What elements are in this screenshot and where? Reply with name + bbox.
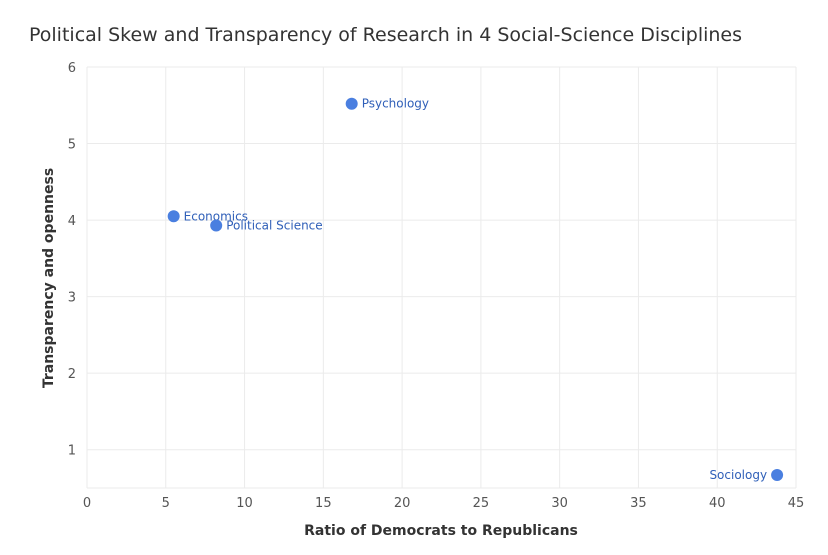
x-tick-label: 10 bbox=[236, 496, 253, 511]
y-axis-ticks: 1 2 3 4 5 6 bbox=[68, 61, 76, 459]
y-tick-label: 3 bbox=[68, 291, 76, 306]
data-point bbox=[167, 210, 180, 223]
x-tick-label: 30 bbox=[551, 496, 568, 511]
chart-title: Political Skew and Transparency of Resea… bbox=[29, 24, 742, 46]
x-tick-label: 40 bbox=[709, 496, 726, 511]
y-tick-label: 6 bbox=[68, 61, 76, 76]
data-point bbox=[210, 219, 223, 232]
x-tick-label: 5 bbox=[162, 496, 170, 511]
x-tick-label: 45 bbox=[788, 496, 805, 511]
data-point bbox=[771, 468, 784, 481]
y-tick-label: 4 bbox=[68, 214, 76, 229]
y-tick-label: 2 bbox=[68, 367, 76, 382]
y-axis-label: Transparency and openness bbox=[41, 168, 57, 388]
data-point-label: Sociology bbox=[709, 468, 767, 482]
data-point-label: Psychology bbox=[362, 97, 429, 111]
data-point-label: Political Science bbox=[226, 218, 322, 232]
x-tick-label: 15 bbox=[315, 496, 332, 511]
data-point-label: Economics bbox=[184, 209, 248, 223]
y-tick-label: 1 bbox=[68, 444, 76, 459]
x-tick-label: 0 bbox=[83, 496, 91, 511]
y-tick-label: 5 bbox=[68, 138, 76, 153]
x-axis-ticks: 0 5 10 15 20 25 30 35 40 45 bbox=[83, 496, 804, 511]
x-tick-label: 20 bbox=[394, 496, 411, 511]
x-axis-label: Ratio of Democrats to Republicans bbox=[304, 523, 578, 539]
x-tick-label: 25 bbox=[473, 496, 490, 511]
data-point bbox=[345, 97, 358, 110]
x-tick-label: 35 bbox=[630, 496, 647, 511]
grid-lines bbox=[86, 66, 797, 489]
